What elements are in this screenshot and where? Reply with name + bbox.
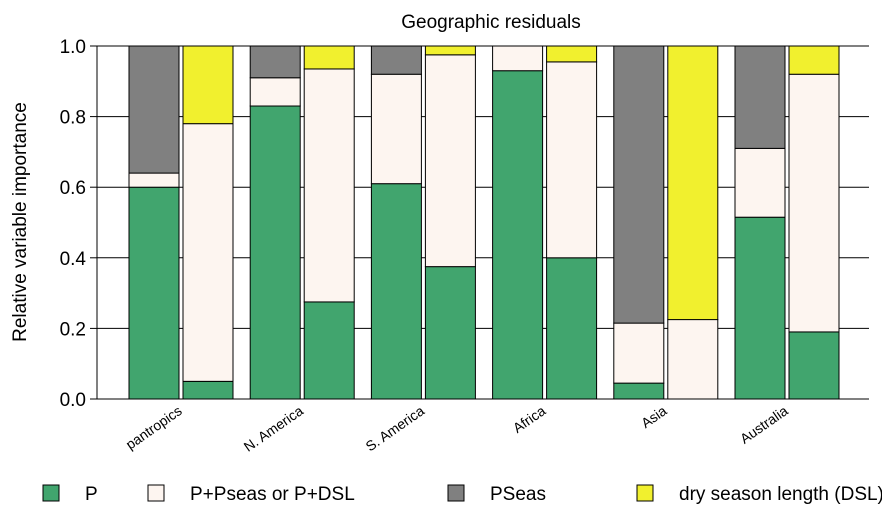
legend-label-0: P [85, 484, 98, 505]
x-category-label-4: Asia [638, 402, 670, 431]
x-category-label-1: N. America [241, 402, 306, 454]
bars [128, 45, 840, 400]
bar-segment-0-0-2 [128, 45, 180, 174]
bar-segment-2-1-1 [424, 54, 476, 268]
bar-segment-3-1-1 [546, 61, 598, 259]
y-tick-label-1: 0.2 [60, 319, 86, 340]
bar-segment-2-1-2 [424, 45, 476, 56]
y-tick-label-5: 1.0 [60, 37, 86, 58]
bar-segment-2-0-2 [370, 45, 422, 75]
bar-segment-2-0-1 [370, 73, 422, 185]
bar-segment-0-0-0 [128, 186, 180, 400]
y-tick-label-4: 0.8 [60, 108, 86, 129]
bar-segment-5-0-0 [734, 216, 786, 400]
legend-swatch-3 [636, 484, 654, 502]
bar-segment-2-1-0 [424, 266, 476, 400]
x-category-label-0: pantropics [123, 402, 185, 452]
bar-segment-3-1-0 [546, 257, 598, 400]
x-category-label-3: Africa [510, 402, 549, 436]
bar-segment-4-0-1 [613, 322, 665, 384]
bar-segment-0-1-2 [182, 45, 234, 125]
bar-segment-4-0-2 [613, 45, 665, 324]
bar-segment-1-1-0 [303, 301, 355, 400]
y-tick-label-3: 0.6 [60, 178, 86, 199]
x-category-label-2: S. America [362, 402, 427, 454]
x-category-label-5: Australia [737, 402, 791, 446]
y-axis-title: Relative variable importance [10, 102, 31, 342]
bar-segment-2-0-0 [370, 183, 422, 400]
bar-segment-5-1-1 [788, 73, 840, 333]
legend-label-2: PSeas [490, 484, 546, 505]
chart-title: Geographic residuals [401, 12, 581, 33]
bar-segment-4-0-0 [613, 382, 665, 400]
bar-segment-1-0-2 [249, 45, 301, 79]
bar-segment-1-1-1 [303, 68, 355, 303]
y-axis-ticks: 0.0 0.2 0.4 0.6 0.8 1.0 [60, 37, 97, 411]
legend-label-1: P+Pseas or P+DSL [190, 484, 355, 505]
bar-segment-4-1-2 [667, 45, 719, 321]
x-axis-labels: pantropics N. America S. America Africa Asia… [123, 402, 791, 455]
bar-segment-3-0-1 [492, 45, 544, 72]
legend-swatch-0 [42, 484, 60, 502]
bar-segment-5-0-1 [734, 147, 786, 218]
bar-segment-0-1-1 [182, 123, 234, 382]
bar-segment-4-1-1 [667, 319, 719, 400]
legend: P P+Pseas or P+DSL PSeas dry season length … [42, 484, 882, 505]
bar-segment-3-1-2 [546, 45, 598, 63]
bar-segment-5-1-2 [788, 45, 840, 75]
bar-segment-0-0-1 [128, 172, 180, 188]
bar-segment-3-0-0 [492, 70, 544, 400]
bar-segment-1-0-0 [249, 105, 301, 400]
legend-swatch-1 [147, 484, 165, 502]
y-tick-label-0: 0.0 [60, 390, 86, 411]
bar-segment-0-1-0 [182, 380, 234, 400]
legend-label-3: dry season length (DSL) [679, 484, 882, 505]
bar-segment-5-0-2 [734, 45, 786, 149]
bar-segment-1-1-2 [303, 45, 355, 70]
legend-swatch-2 [447, 484, 465, 502]
bar-segment-5-1-0 [788, 331, 840, 400]
y-tick-label-2: 0.4 [60, 249, 87, 270]
bar-segment-1-0-1 [249, 77, 301, 107]
